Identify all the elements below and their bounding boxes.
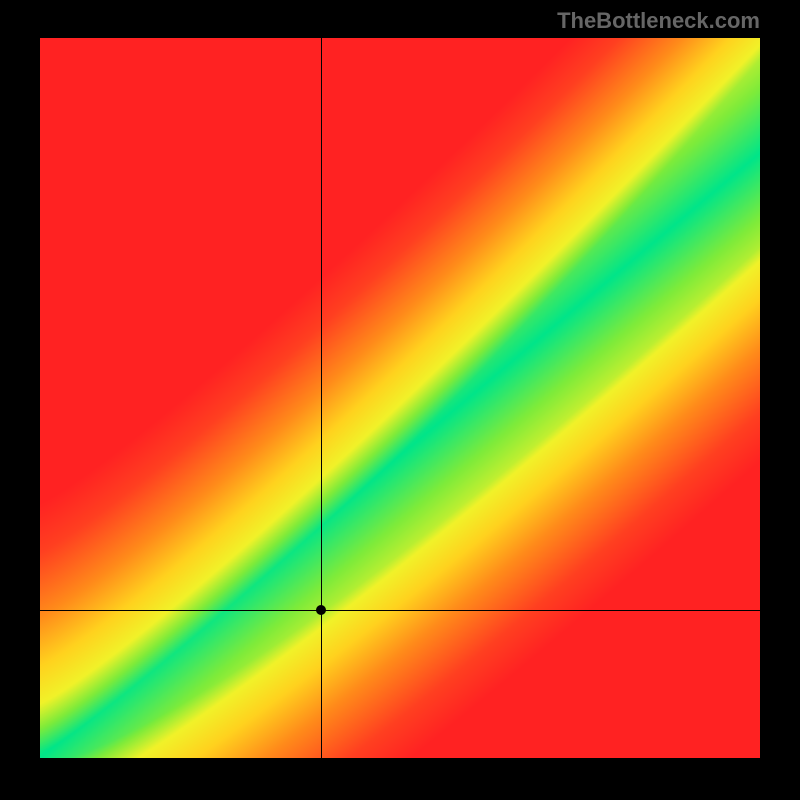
chart-container: TheBottleneck.com — [0, 0, 800, 800]
heatmap-plot — [40, 38, 760, 758]
marker-dot — [316, 605, 326, 615]
crosshair-vertical — [321, 38, 322, 758]
crosshair-horizontal — [40, 610, 760, 611]
heatmap-canvas — [40, 38, 760, 758]
watermark-text: TheBottleneck.com — [557, 8, 760, 34]
